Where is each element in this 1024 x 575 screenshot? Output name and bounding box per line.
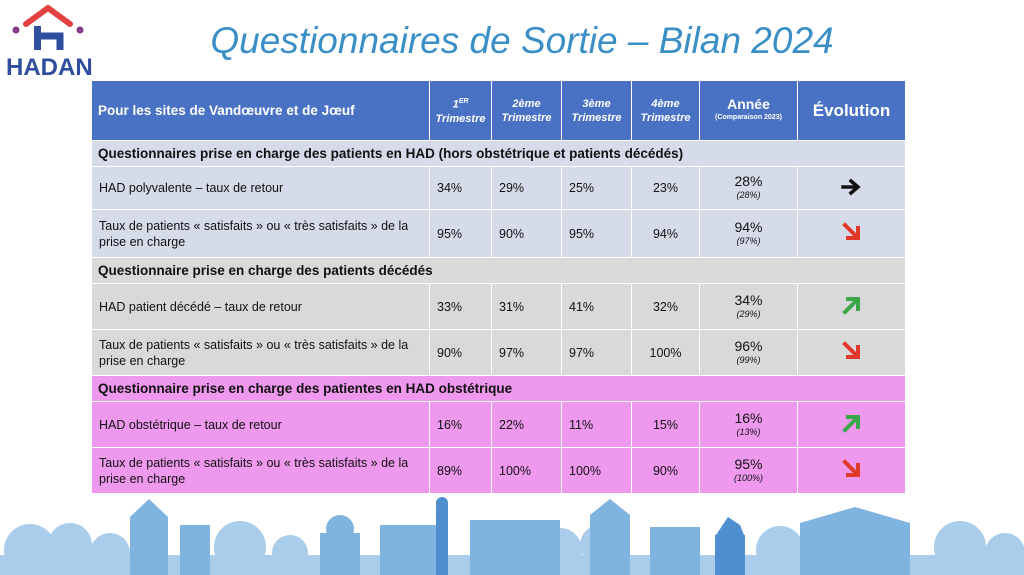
cell-year: 28% (28%): [699, 166, 798, 210]
row-label: HAD obstétrique – taux de retour: [91, 401, 430, 448]
cell-evolution: [797, 401, 906, 448]
results-table: Pour les sites de Vandœuvre et de Jœuf 1…: [91, 80, 906, 494]
header-q4: 4ème Trimestre: [631, 80, 700, 141]
cell-q1: 33%: [429, 283, 492, 330]
section-title: Questionnaire prise en charge des patien…: [91, 375, 906, 402]
cell-q1: 16%: [429, 401, 492, 448]
header-q1: 1ER Trimestre: [429, 80, 492, 141]
table-header-row: Pour les sites de Vandœuvre et de Jœuf 1…: [91, 80, 906, 141]
section-title: Questionnaires prise en charge des patie…: [91, 140, 906, 167]
cell-q2: 100%: [491, 447, 562, 494]
cell-q3: 95%: [561, 209, 632, 258]
header-sites: Pour les sites de Vandœuvre et de Jœuf: [91, 80, 430, 141]
cell-q4: 32%: [631, 283, 700, 330]
logo-text: HADAN: [6, 54, 93, 81]
cell-q1: 89%: [429, 447, 492, 494]
city-skyline-illustration: [0, 497, 1024, 575]
cell-year: 94% (97%): [699, 209, 798, 258]
section-title: Questionnaire prise en charge des patien…: [91, 257, 906, 284]
cell-evolution: [797, 283, 906, 330]
cell-evolution: [797, 209, 906, 258]
table-row: Taux de patients « satisfaits » ou « trè…: [91, 447, 906, 494]
cell-q1: 90%: [429, 329, 492, 376]
row-label: Taux de patients « satisfaits » ou « trè…: [91, 447, 430, 494]
table-row: HAD polyvalente – taux de retour 34% 29%…: [91, 166, 906, 210]
arrow-down-right-icon: [841, 459, 860, 477]
row-label: Taux de patients « satisfaits » ou « trè…: [91, 209, 430, 258]
cell-q2: 90%: [491, 209, 562, 258]
header-q3: 3ème Trimestre: [561, 80, 632, 141]
cell-evolution: [797, 166, 906, 210]
cell-q2: 29%: [491, 166, 562, 210]
cell-evolution: [797, 447, 906, 494]
cell-q3: 97%: [561, 329, 632, 376]
header-q2: 2ème Trimestre: [491, 80, 562, 141]
cell-year: 34% (29%): [699, 283, 798, 330]
section-header: Questionnaire prise en charge des patien…: [91, 375, 906, 402]
cell-q4: 23%: [631, 166, 700, 210]
cell-q1: 95%: [429, 209, 492, 258]
cell-year: 95% (100%): [699, 447, 798, 494]
cell-q1: 34%: [429, 166, 492, 210]
cell-year: 16% (13%): [699, 401, 798, 448]
header-evolution: Évolution: [797, 80, 906, 141]
cell-q3: 41%: [561, 283, 632, 330]
cell-q2: 22%: [491, 401, 562, 448]
cell-q3: 11%: [561, 401, 632, 448]
arrow-right-icon: [840, 178, 861, 195]
header-year: Année (Comparaison 2023): [699, 80, 798, 141]
row-label: HAD patient décédé – taux de retour: [91, 283, 430, 330]
arrow-down-right-icon: [841, 222, 860, 240]
table-row: HAD patient décédé – taux de retour 33% …: [91, 283, 906, 330]
hadan-logo: HADAN: [4, 2, 100, 84]
cell-q2: 31%: [491, 283, 562, 330]
cell-q4: 90%: [631, 447, 700, 494]
cell-year: 96% (99%): [699, 329, 798, 376]
cell-q2: 97%: [491, 329, 562, 376]
cell-q4: 94%: [631, 209, 700, 258]
page-title: Questionnaires de Sortie – Bilan 2024: [210, 20, 834, 61]
cell-q4: 100%: [631, 329, 700, 376]
table-row: Taux de patients « satisfaits » ou « trè…: [91, 209, 906, 258]
cell-q3: 25%: [561, 166, 632, 210]
cell-q3: 100%: [561, 447, 632, 494]
table-row: HAD obstétrique – taux de retour 16% 22%…: [91, 401, 906, 448]
row-label: HAD polyvalente – taux de retour: [91, 166, 430, 210]
cell-evolution: [797, 329, 906, 376]
house-logo-icon: [12, 5, 84, 50]
section-header: Questionnaire prise en charge des patien…: [91, 257, 906, 284]
cell-q4: 15%: [631, 401, 700, 448]
arrow-up-right-icon: [841, 297, 860, 315]
row-label: Taux de patients « satisfaits » ou « trè…: [91, 329, 430, 376]
arrow-up-right-icon: [841, 415, 860, 433]
arrow-down-right-icon: [841, 341, 860, 359]
section-header: Questionnaires prise en charge des patie…: [91, 140, 906, 167]
table-row: Taux de patients « satisfaits » ou « trè…: [91, 329, 906, 376]
